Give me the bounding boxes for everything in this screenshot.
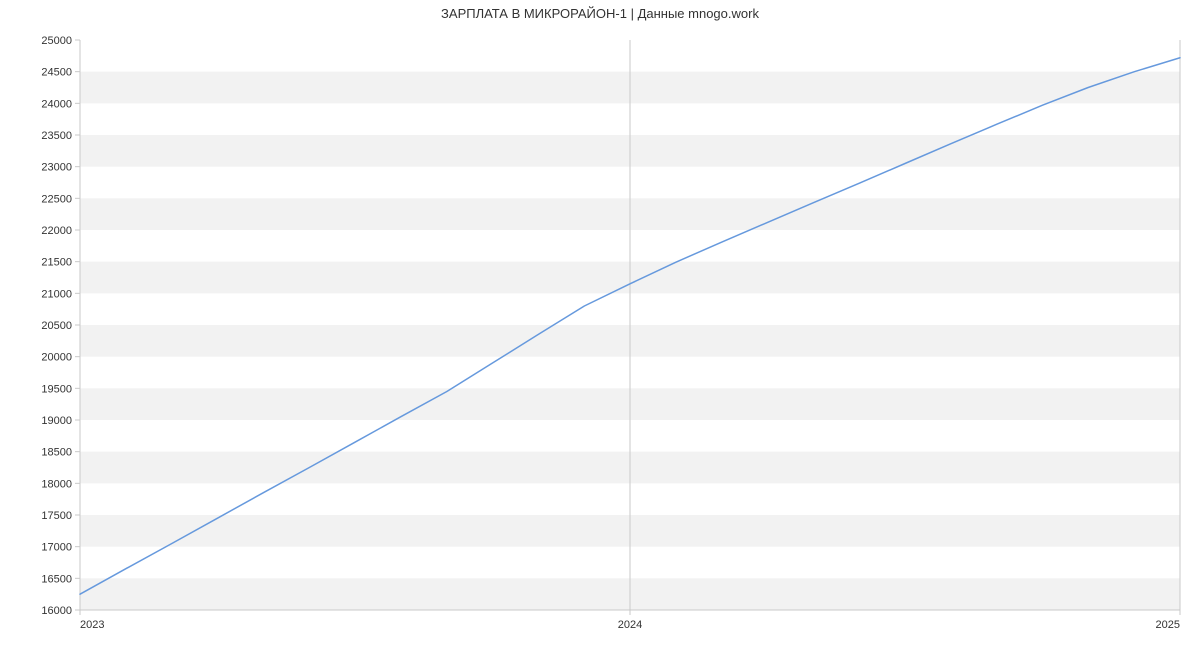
svg-text:24000: 24000 bbox=[41, 98, 72, 110]
svg-text:16500: 16500 bbox=[41, 573, 72, 585]
svg-text:19000: 19000 bbox=[41, 415, 72, 427]
svg-text:22000: 22000 bbox=[41, 225, 72, 237]
svg-text:23000: 23000 bbox=[41, 162, 72, 174]
svg-text:25000: 25000 bbox=[41, 35, 72, 47]
svg-text:24500: 24500 bbox=[41, 67, 72, 79]
svg-text:22500: 22500 bbox=[41, 193, 72, 205]
svg-text:19500: 19500 bbox=[41, 383, 72, 395]
svg-text:17500: 17500 bbox=[41, 510, 72, 522]
svg-text:20500: 20500 bbox=[41, 320, 72, 332]
chart-svg: 16000 16500 17000 17500 18000 18500 19000 19500… bbox=[0, 0, 1200, 650]
svg-text:18000: 18000 bbox=[41, 478, 72, 490]
svg-text:2023: 2023 bbox=[80, 619, 104, 631]
svg-text:23500: 23500 bbox=[41, 130, 72, 142]
svg-text:20000: 20000 bbox=[41, 352, 72, 364]
svg-text:16000: 16000 bbox=[41, 605, 72, 617]
salary-line-chart: ЗАРПЛАТА В МИКРОРАЙОН-1 | Данные mnogo.w… bbox=[0, 0, 1200, 650]
svg-text:2025: 2025 bbox=[1156, 619, 1180, 631]
svg-text:21500: 21500 bbox=[41, 257, 72, 269]
svg-text:21000: 21000 bbox=[41, 288, 72, 300]
svg-text:17000: 17000 bbox=[41, 542, 72, 554]
svg-text:2024: 2024 bbox=[618, 619, 642, 631]
svg-text:18500: 18500 bbox=[41, 447, 72, 459]
